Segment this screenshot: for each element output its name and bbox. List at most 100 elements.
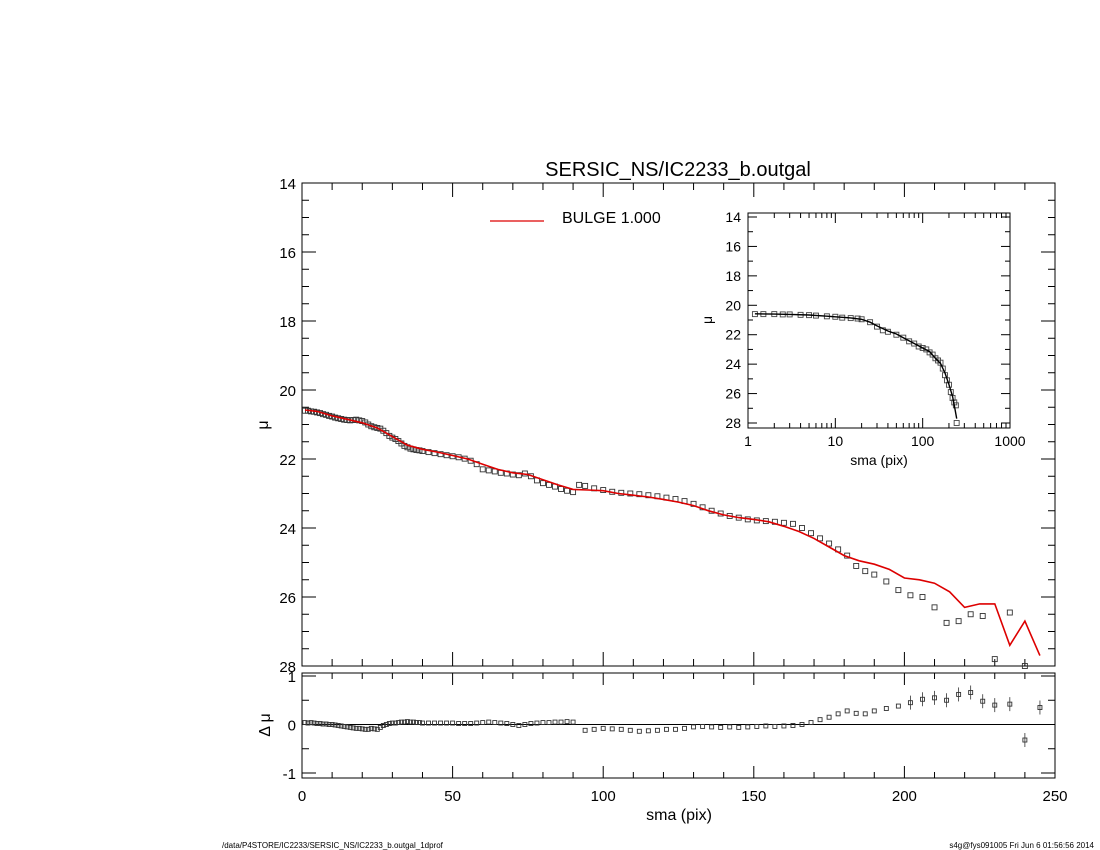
data-point [907,592,914,599]
data-point [955,618,962,625]
data-point [808,530,814,537]
residual-point [754,723,760,729]
residual-point [362,726,368,732]
residual-point [426,720,431,726]
residual-point [1037,705,1043,710]
bulge-model-line [304,409,1041,656]
inset-data-point [946,381,952,388]
data-point [853,563,860,569]
residual-point [371,726,377,732]
residual-point [540,720,546,726]
data-point [540,480,546,487]
residual-point [853,710,859,716]
residual-point [407,719,413,725]
residual-point [826,714,832,720]
inset-y-tick-label: 28 [725,415,741,431]
y-tick-label: 26 [279,590,296,607]
residual-point [570,719,576,725]
x-tick-label: 50 [444,788,461,805]
residual-point [317,721,323,726]
residual-point [552,719,558,725]
residual-point [736,724,742,730]
residual-point [781,723,787,729]
residual-point [654,727,660,733]
inset-x-tick-label: 100 [911,433,935,449]
x-axis-label: sma (pix) [646,807,712,824]
residual-point [510,722,516,727]
residual-data-points [302,685,1043,748]
inset-data-point [937,359,944,366]
x-tick-label: 250 [1042,788,1067,805]
residual-point [420,720,425,726]
residual-point [627,727,633,733]
x-tick-label: 200 [892,788,917,805]
inset-y-tick-label: 26 [725,386,741,402]
inset-data-point [900,334,907,341]
residual-point [341,723,347,729]
residual-point [534,720,540,726]
residual-y-tick-label: -1 [283,766,296,783]
residual-point [727,724,733,730]
y-tick-label: 14 [279,176,296,193]
residual-point [365,726,371,732]
data-point [485,467,492,474]
data-point [479,466,486,473]
residual-point [673,726,678,732]
residual-point [356,725,362,731]
residual-point [438,720,444,726]
residual-point [486,719,492,725]
residual-point [772,723,778,729]
data-point [895,587,902,594]
residual-point [700,723,706,729]
inset-data-point [952,402,959,409]
residual-point [332,722,338,728]
chart-title: SERSIC_NS/IC2233_b.outgal [545,159,811,181]
residual-point [386,721,392,726]
data-point [780,519,787,526]
residual-point [920,696,925,702]
inset-axis-ticks: 14 16 18 20 22 24 26 281 10 100 1000 [725,209,1025,449]
residual-point [618,726,624,732]
residual-point [398,719,404,725]
x-tick-label: 0 [298,788,306,805]
residual-point [314,721,320,726]
data-point [425,449,432,456]
footer-file-path: /data/P4STORE/IC2233/SERSIC_NS/IC2233_b.… [222,841,444,850]
residual-point [682,725,687,731]
residual-point [480,720,486,726]
residual-plot-frame [301,672,1056,779]
residual-point [516,723,522,728]
inset-data-point [919,345,926,351]
residual-point [380,723,386,728]
inset-x-axis-label: sma (pix) [850,452,908,468]
y-tick-label: 18 [279,314,296,331]
data-point [943,619,950,626]
residual-point [329,722,335,727]
data-point [967,611,974,618]
residual-point [645,728,651,734]
residual-point [790,723,796,728]
residual-point [968,690,974,695]
inset-y-tick-label: 20 [725,297,741,313]
residual-point [546,720,552,726]
data-point [564,487,571,494]
residual-point [353,725,359,731]
residual-point [474,720,480,726]
residual-point [609,726,615,732]
residual-point [664,726,669,732]
residual-point [907,700,913,706]
residual-point [763,723,769,729]
residual-y-axis-label: Δ μ [257,713,274,736]
residual-point [344,724,350,730]
residual-point [347,724,353,730]
data-point [790,520,796,527]
residual-point [432,720,437,726]
residual-point [799,722,805,727]
inset-y-tick-label: 16 [725,238,741,254]
residual-point [414,720,419,726]
data-point [991,656,998,663]
inset-x-tick-label: 10 [828,433,844,449]
residual-point [691,724,697,730]
main-panel: 14 16 18 20 22 24 26 28 μ BULGE 1.000 [255,176,1056,676]
